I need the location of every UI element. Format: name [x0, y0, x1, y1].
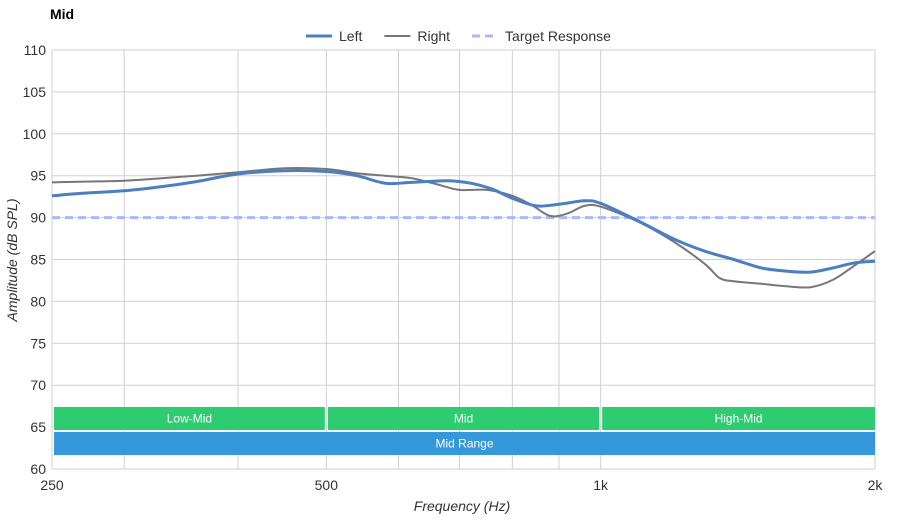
- series-line-left: [51, 169, 876, 274]
- y-tick-label: 65: [30, 419, 46, 435]
- x-tick-label: 250: [40, 477, 64, 493]
- y-tick-label: 75: [30, 335, 46, 351]
- range-bands: Low-Mid Mid High-Mid Mid Range: [54, 407, 875, 455]
- x-tick-label: 1k: [593, 477, 609, 493]
- x-axis-ticks: 250 500 1k 2k: [40, 477, 883, 493]
- x-tick-label: 500: [315, 477, 339, 493]
- y-tick-label: 60: [30, 461, 46, 477]
- grid: [51, 49, 876, 470]
- y-tick-label: 105: [23, 84, 47, 100]
- range-band: [54, 432, 875, 455]
- range-band: [54, 407, 325, 430]
- y-axis-ticks: 60 65 70 75 80 85 90 95 100 105 110: [23, 42, 47, 477]
- legend-label: Right: [417, 28, 450, 44]
- x-tick-label: 2k: [868, 477, 884, 493]
- range-band-label: Low-Mid: [167, 412, 212, 426]
- range-band-label: Mid: [454, 412, 473, 426]
- y-tick-label: 95: [30, 168, 46, 184]
- legend-label: Left: [339, 28, 362, 44]
- y-tick-label: 80: [30, 293, 46, 309]
- series-lines: [51, 166, 876, 289]
- y-tick-label: 110: [24, 42, 47, 58]
- y-axis-label: Amplitude (dB SPL): [4, 199, 20, 323]
- y-tick-label: 100: [23, 126, 47, 142]
- legend-label: Target Response: [505, 28, 611, 44]
- range-band: [327, 407, 600, 430]
- range-band-label: Mid Range: [435, 437, 493, 451]
- y-tick-label: 70: [30, 377, 46, 393]
- legend: Left Right Target Response: [306, 28, 611, 44]
- y-tick-label: 90: [30, 210, 46, 226]
- range-band-label: High-Mid: [715, 412, 763, 426]
- range-band: [602, 407, 875, 430]
- x-axis-label: Frequency (Hz): [414, 498, 510, 514]
- y-tick-label: 85: [30, 252, 46, 268]
- chart-title: Mid: [50, 6, 74, 22]
